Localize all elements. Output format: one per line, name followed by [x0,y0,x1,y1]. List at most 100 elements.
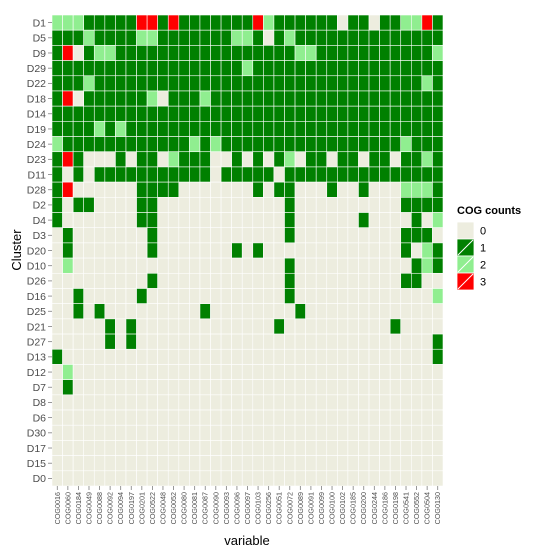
heatmap-cell [104,121,116,137]
heatmap-cell [315,90,328,107]
heatmap-cell [210,470,222,487]
heatmap-cell [72,212,85,229]
heatmap-cell [136,60,148,77]
heatmap-cell [294,75,306,92]
heatmap-cell [337,455,349,472]
heatmap-cell [93,257,106,274]
heatmap-cell [337,470,349,487]
heatmap-cell [178,136,190,153]
heatmap-cell [178,75,190,92]
heatmap-cell [72,136,85,153]
heatmap-cell [410,121,423,137]
heatmap-cell [273,136,285,153]
heatmap-cell [51,60,63,77]
heatmap-cell [136,105,148,122]
heatmap-cell [379,272,391,289]
heatmap-cell [315,121,328,137]
heatmap-cell [51,333,63,350]
heatmap-cell [199,409,211,426]
heatmap-cell [199,364,211,380]
heatmap-cell [115,303,127,320]
heatmap-cell [315,440,328,456]
heatmap-cell [220,257,232,274]
heatmap-cell [252,409,264,426]
heatmap-cell [315,470,328,487]
heatmap-cell [72,105,85,122]
heatmap-cell [252,470,264,487]
heatmap-cell [136,45,148,61]
heatmap-cell [368,379,380,396]
heatmap-cell [241,348,254,365]
heatmap-cell [231,288,243,304]
y-tick-label: D8 [33,397,47,409]
heatmap-cell [315,242,328,259]
heatmap-cell [294,90,306,107]
heatmap-cell [146,333,158,350]
x-tick-label: COG0100 [328,492,337,524]
heatmap-cell [379,257,391,274]
heatmap-cell [379,14,391,31]
heatmap-cell [294,424,306,441]
heatmap-cell [368,242,380,259]
heatmap-cell [146,470,158,487]
heatmap-cell [189,242,201,259]
heatmap-cell [104,14,116,31]
heatmap-cell [157,470,169,487]
heatmap-cell [62,333,74,350]
heatmap-cell [104,318,116,335]
heatmap-cell [72,197,85,213]
heatmap-cell [115,272,127,289]
heatmap-cell [252,257,264,274]
heatmap-cell [284,75,296,92]
heatmap-cell [199,394,211,411]
heatmap-cell [421,151,433,168]
heatmap-cell [432,318,444,335]
heatmap-cell [189,105,201,122]
heatmap-cell [315,409,328,426]
heatmap-cell [136,14,148,31]
heatmap-cell [231,151,243,168]
heatmap-cell [178,424,190,441]
heatmap-cell [347,136,359,153]
heatmap-cell [146,29,158,46]
heatmap-cell [326,45,338,61]
heatmap-cell [432,242,444,259]
heatmap-cell [400,333,412,350]
heatmap-cell [125,75,137,92]
heatmap-cell [189,348,201,365]
heatmap-cell [93,348,106,365]
heatmap-cell [326,60,338,77]
heatmap-cell [83,197,95,213]
y-tick-label: D0 [33,473,47,485]
heatmap-cell [72,90,85,107]
heatmap-cell [220,379,232,396]
x-tick-label: COG0089 [296,492,305,524]
heatmap-cell [294,151,306,168]
heatmap-cell [400,440,412,456]
heatmap-cell [305,14,317,31]
heatmap-cell [358,288,370,304]
heatmap-cell [252,303,264,320]
heatmap-cell [231,470,243,487]
heatmap-cell [410,14,423,31]
heatmap-cell [104,440,116,456]
heatmap-cell [241,455,254,472]
heatmap-cell [125,288,137,304]
heatmap-cell [115,333,127,350]
heatmap-cell [315,151,328,168]
heatmap-cell [368,364,380,380]
heatmap-cell [294,394,306,411]
heatmap-cell [389,455,402,472]
heatmap-cell [337,75,349,92]
heatmap-cell [93,364,106,380]
heatmap-cell [305,288,317,304]
heatmap-cell [125,364,137,380]
heatmap-cell [305,90,317,107]
heatmap-cell [157,409,169,426]
heatmap-cell [136,424,148,441]
heatmap-cell [273,151,285,168]
heatmap-cell [326,440,338,456]
heatmap-cell [358,151,370,168]
heatmap-cell [189,29,201,46]
heatmap-cell [178,60,190,77]
